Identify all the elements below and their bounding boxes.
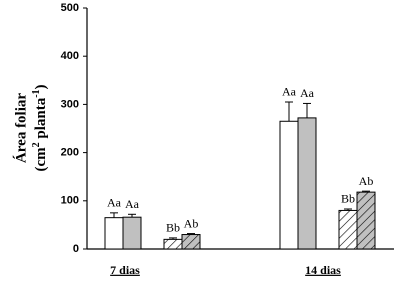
bar [356, 191, 376, 250]
bar [297, 117, 317, 250]
y-tick-label: 0 [73, 243, 79, 255]
bar [279, 120, 299, 250]
bar-letter: Aa [125, 197, 140, 211]
bar-letter: Aa [107, 196, 122, 210]
y-tick-label: 300 [61, 98, 79, 110]
bar-letter: Ab [359, 174, 374, 188]
bar-letter: Ab [184, 216, 199, 230]
x-tick-label: 7 dias [110, 263, 140, 277]
bar [181, 234, 201, 250]
y-tick-label: 400 [61, 50, 79, 62]
bar-letter: Bb [341, 192, 355, 206]
bar-letter: Bb [166, 221, 180, 235]
bar-letter: Aa [282, 85, 297, 99]
y-axis-label: Área foliar [12, 93, 29, 163]
bar-letter: Aa [300, 86, 315, 100]
bar [338, 209, 358, 250]
bar [163, 238, 183, 250]
bar [104, 217, 124, 250]
y-tick-label: 200 [61, 147, 79, 159]
y-axis-label: (cm2 planta-1) [31, 84, 49, 171]
x-tick-label: 14 dias [305, 263, 341, 277]
bar [122, 216, 142, 250]
y-tick-label: 100 [61, 195, 79, 207]
y-tick-label: 500 [61, 2, 79, 14]
